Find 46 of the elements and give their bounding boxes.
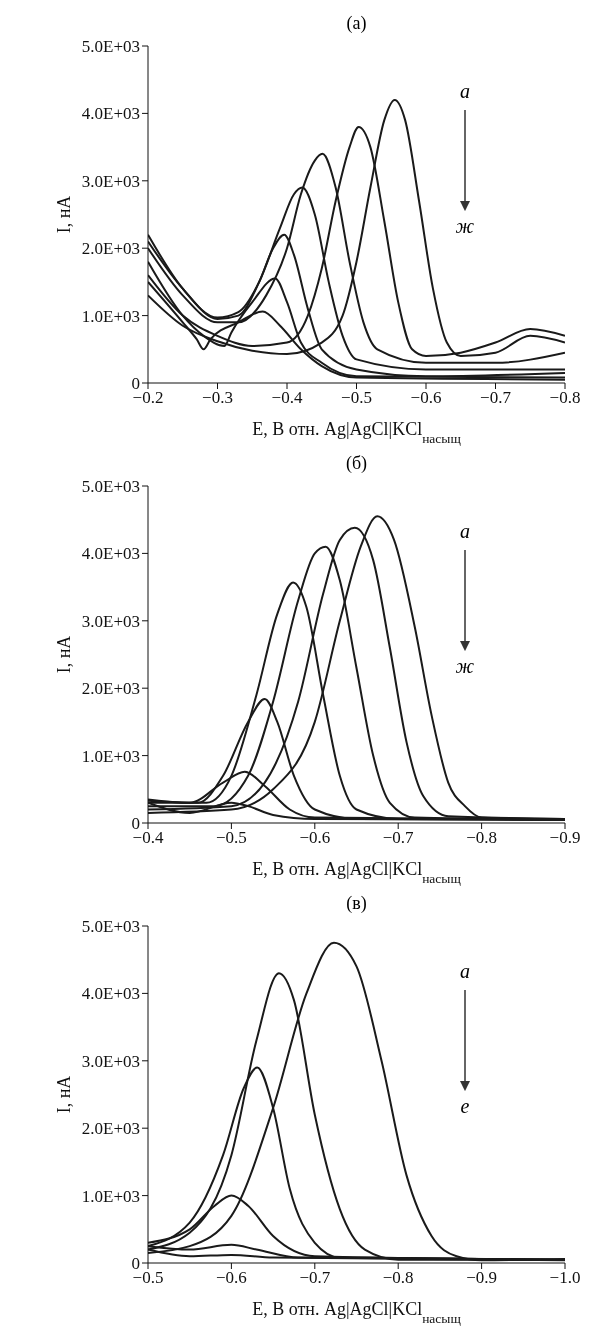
chart-title: (а): [345, 12, 368, 35]
y-axis-title: I, нА: [54, 635, 74, 674]
chart-title: (б): [344, 452, 369, 475]
x-tick-label: −0.9: [466, 1268, 498, 1288]
x-tick-label: −0.7: [382, 828, 415, 848]
y-tick-label: 5.0E+03: [81, 917, 140, 937]
x-tick-label: −0.8: [549, 388, 581, 408]
y-tick-label: 2.0E+03: [81, 1119, 140, 1139]
annotation: е: [459, 1094, 471, 1118]
x-tick-label: −0.7: [480, 388, 512, 408]
y-tick-label: 3.0E+03: [81, 611, 140, 631]
y-tick-label: 1.0E+03: [81, 306, 140, 326]
x-tick-label: −0.5: [341, 388, 372, 408]
x-axis-title: E, В отн. Ag|AgCl|KCl$_{насыщ}$: [252, 859, 462, 886]
y-tick-label: 4.0E+03: [81, 544, 140, 564]
x-tick-label: −0.9: [549, 828, 581, 848]
x-tick-label: −1.0: [549, 1268, 581, 1288]
y-tick-label: 4.0E+03: [81, 104, 140, 124]
x-tick-label: −0.8: [466, 828, 498, 848]
x-axis-title: E, В отн. Ag|AgCl|KCl$_{насыщ}$: [252, 419, 462, 446]
x-tick-label: −0.6: [215, 1268, 247, 1288]
y-tick-label: 4.0E+03: [81, 984, 140, 1004]
annotation: а: [458, 519, 471, 543]
x-tick-label: −0.4: [271, 388, 303, 408]
y-axis-title: I, нА: [54, 1075, 74, 1114]
annotation: ж: [454, 214, 476, 238]
annotation: ж: [454, 654, 476, 678]
y-tick-label: 3.0E+03: [81, 171, 140, 191]
y-axis-title: I, нА: [54, 195, 74, 234]
y-tick-label: 5.0E+03: [81, 37, 140, 57]
x-tick-label: −0.6: [410, 388, 442, 408]
y-tick-label: 5.0E+03: [81, 477, 140, 497]
y-tick-label: 2.0E+03: [81, 239, 140, 259]
y-tick-label: 1.0E+03: [81, 746, 140, 766]
x-tick-label: −0.7: [299, 1268, 331, 1288]
chart-title: (в): [345, 892, 368, 915]
x-tick-label: −0.6: [299, 828, 331, 848]
y-tick-label: 1.0E+03: [81, 1186, 140, 1206]
y-tick-label: 2.0E+03: [81, 679, 140, 699]
y-tick-label: 3.0E+03: [81, 1051, 140, 1071]
x-tick-label: −0.5: [215, 828, 247, 848]
annotation: а: [458, 79, 471, 103]
x-tick-label: −0.8: [382, 1268, 414, 1288]
x-tick-label: −0.3: [202, 388, 233, 408]
x-axis-title: E, В отн. Ag|AgCl|KCl$_{насыщ}$: [252, 1299, 462, 1326]
annotation: а: [458, 959, 471, 983]
